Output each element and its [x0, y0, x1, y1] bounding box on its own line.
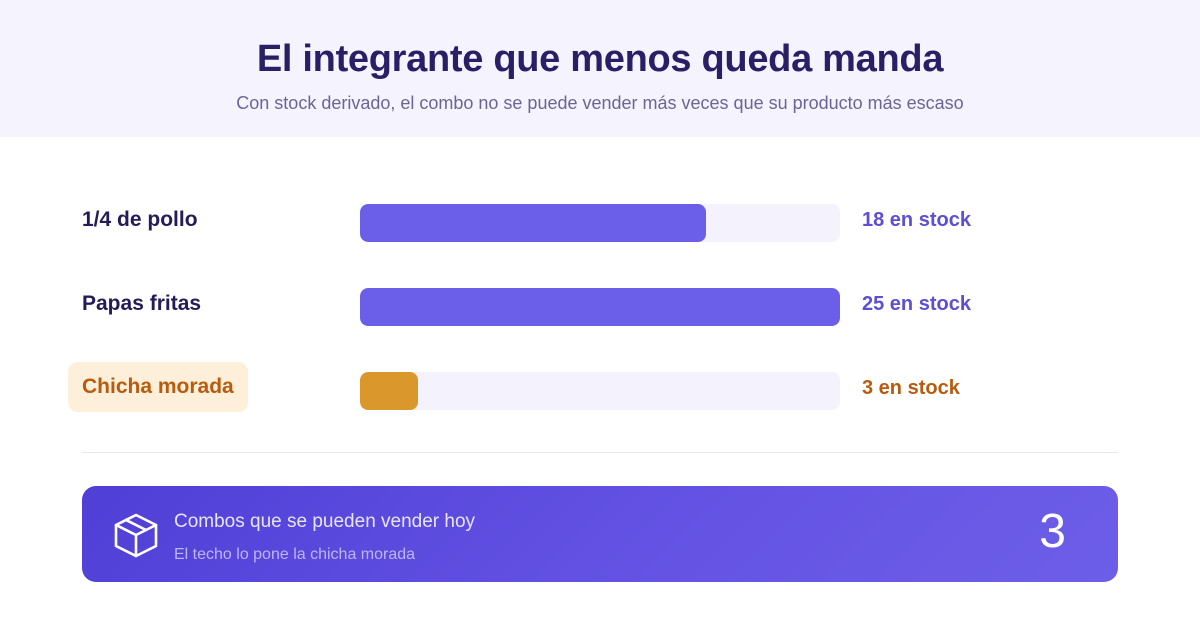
stock-bar-fill [360, 204, 706, 242]
stock-bar-track [360, 288, 840, 326]
result-title: Combos que se pueden vender hoy [174, 511, 476, 532]
item-label-limiting: Chicha morada [68, 362, 248, 412]
result-subtitle: El techo lo pone la chicha morada [174, 546, 416, 563]
stock-bar-fill [360, 288, 840, 326]
stock-bar-track [360, 372, 840, 410]
page-title: El integrante que menos queda manda [256, 38, 944, 80]
item-row-chicha: Chicha morada 3 en stock [0, 362, 1200, 412]
box-icon [112, 512, 160, 558]
page-subtitle: Con stock derivado, el combo no se puede… [236, 93, 964, 113]
stock-count: 25 en stock [862, 293, 971, 315]
stock-count: 18 en stock [862, 209, 971, 231]
item-row-pollo: 1/4 de pollo 18 en stock [0, 200, 1200, 244]
item-row-papas: Papas fritas 25 en stock [0, 284, 1200, 328]
result-card: Combos que se pueden vender hoy El techo… [82, 486, 1118, 582]
result-value: 3 [1039, 505, 1066, 558]
divider [82, 452, 1118, 453]
item-label: Papas fritas [82, 292, 202, 315]
stock-bar-fill-limiting [360, 372, 418, 410]
stock-count-limiting: 3 en stock [862, 377, 960, 399]
stock-bar-track [360, 204, 840, 242]
header: El integrante que menos queda manda Con … [0, 0, 1200, 137]
item-label: 1/4 de pollo [82, 208, 198, 231]
